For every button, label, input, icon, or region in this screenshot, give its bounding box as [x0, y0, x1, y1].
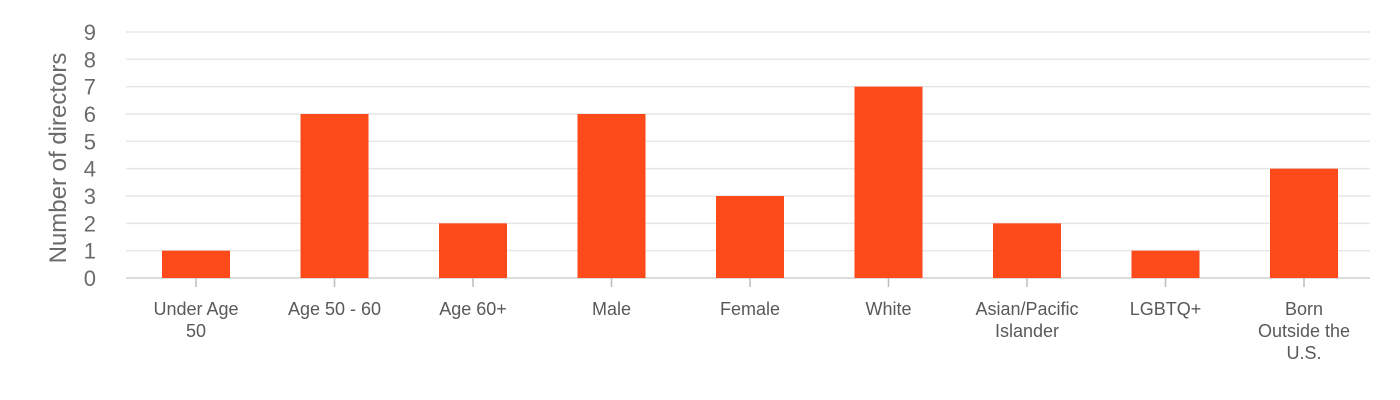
bar — [993, 223, 1061, 278]
x-axis: Under Age 50 Age 50 - 60 Age 60+ Male Female W… — [153, 278, 1350, 363]
bar — [439, 223, 507, 278]
y-tick-label: 0 — [84, 266, 96, 291]
bar — [162, 250, 230, 278]
bar — [1270, 168, 1338, 278]
x-tick-label: Under Age 50 — [153, 299, 238, 341]
x-tick-label: White — [865, 299, 911, 319]
x-tick-label: Born Outside the U.S. — [1258, 299, 1350, 363]
x-tick-label: Female — [720, 299, 780, 319]
y-axis-label: Number of directors — [45, 53, 72, 264]
bar — [716, 196, 784, 278]
y-tick-label: 5 — [84, 129, 96, 154]
y-tick-label: 7 — [84, 75, 96, 100]
y-tick-label: 1 — [84, 239, 96, 264]
x-tick-label: Asian/Pacific Islander — [975, 299, 1078, 341]
y-tick-label: 8 — [84, 47, 96, 72]
y-tick-label: 9 — [84, 20, 96, 45]
y-tick-label: 6 — [84, 102, 96, 127]
bar — [577, 114, 646, 278]
bar — [300, 114, 369, 278]
bars — [162, 86, 1338, 279]
y-tick-label: 2 — [84, 211, 96, 236]
y-tick-label: 4 — [84, 157, 96, 182]
x-tick-label: Male — [592, 299, 631, 319]
y-tick-label: 3 — [84, 184, 96, 209]
bar — [854, 86, 923, 279]
y-axis: 01 234 567 89 — [84, 20, 96, 291]
x-tick-label: Age 50 - 60 — [288, 299, 381, 319]
bar — [1131, 250, 1200, 278]
x-tick-label: Age 60+ — [439, 299, 507, 319]
x-tick-label: LGBTQ+ — [1130, 299, 1202, 319]
